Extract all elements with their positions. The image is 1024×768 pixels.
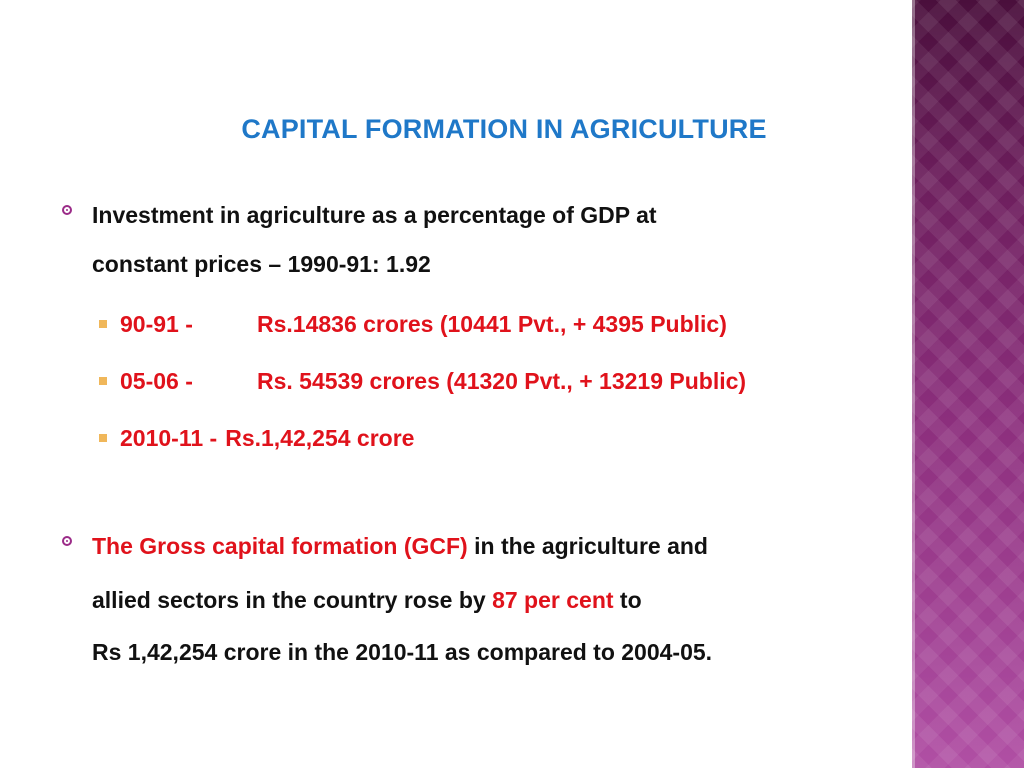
circle-bullet-icon (62, 536, 72, 546)
circle-bullet-icon (62, 205, 72, 215)
bullet-investment-line2: constant prices – 1990-91: 1.92 (92, 251, 431, 277)
sub-item-period: 05-06 - (120, 368, 193, 394)
sub-item-period: 2010-11 - (120, 425, 218, 451)
gcf-line2-text: allied sectors in the country rose by (92, 587, 493, 613)
bullet-gcf-line1: The Gross capital formation (GCF) in the… (92, 531, 882, 561)
sub-item-2010-11: 2010-11 - Rs.1,42,254 crore (99, 425, 415, 452)
sub-item-value: Rs.1,42,254 crore (225, 425, 415, 451)
bullet-gcf: The Gross capital formation (GCF) in the… (62, 531, 882, 667)
square-bullet-icon (99, 434, 107, 442)
sub-item-period: 90-91 - (120, 311, 193, 337)
gcf-line1-text: in the agriculture and (467, 533, 708, 559)
decorative-side-band (912, 0, 1024, 768)
gcf-line2-end: to (613, 587, 642, 613)
sub-item-value: Rs.14836 crores (10441 Pvt., + 4395 Publ… (257, 311, 727, 337)
bullet-investment-line1: Investment in agriculture as a percentag… (92, 202, 657, 228)
slide: CAPITAL FORMATION IN AGRICULTURE Investm… (62, 114, 882, 667)
gcf-highlight: The Gross capital formation (GCF) (92, 533, 468, 559)
bullet-gcf-line3: Rs 1,42,254 crore in the 2010-11 as comp… (92, 639, 713, 665)
sub-item-90-91: 90-91 - Rs.14836 crores (10441 Pvt., + 43… (99, 311, 727, 338)
square-bullet-icon (99, 320, 107, 328)
square-bullet-icon (99, 377, 107, 385)
weave-pattern (912, 0, 1024, 768)
sub-item-05-06: 05-06 - Rs. 54539 crores (41320 Pvt., + 1… (99, 368, 747, 395)
band-edge-divider (912, 0, 915, 768)
bullet-investment: Investment in agriculture as a percentag… (62, 200, 882, 279)
sub-item-value: Rs. 54539 crores (41320 Pvt., + 13219 Pu… (257, 368, 747, 394)
bullet-gcf-line2: allied sectors in the country rose by 87… (92, 585, 882, 615)
percent-highlight: 87 per cent (492, 587, 614, 613)
slide-title: CAPITAL FORMATION IN AGRICULTURE (241, 114, 767, 144)
